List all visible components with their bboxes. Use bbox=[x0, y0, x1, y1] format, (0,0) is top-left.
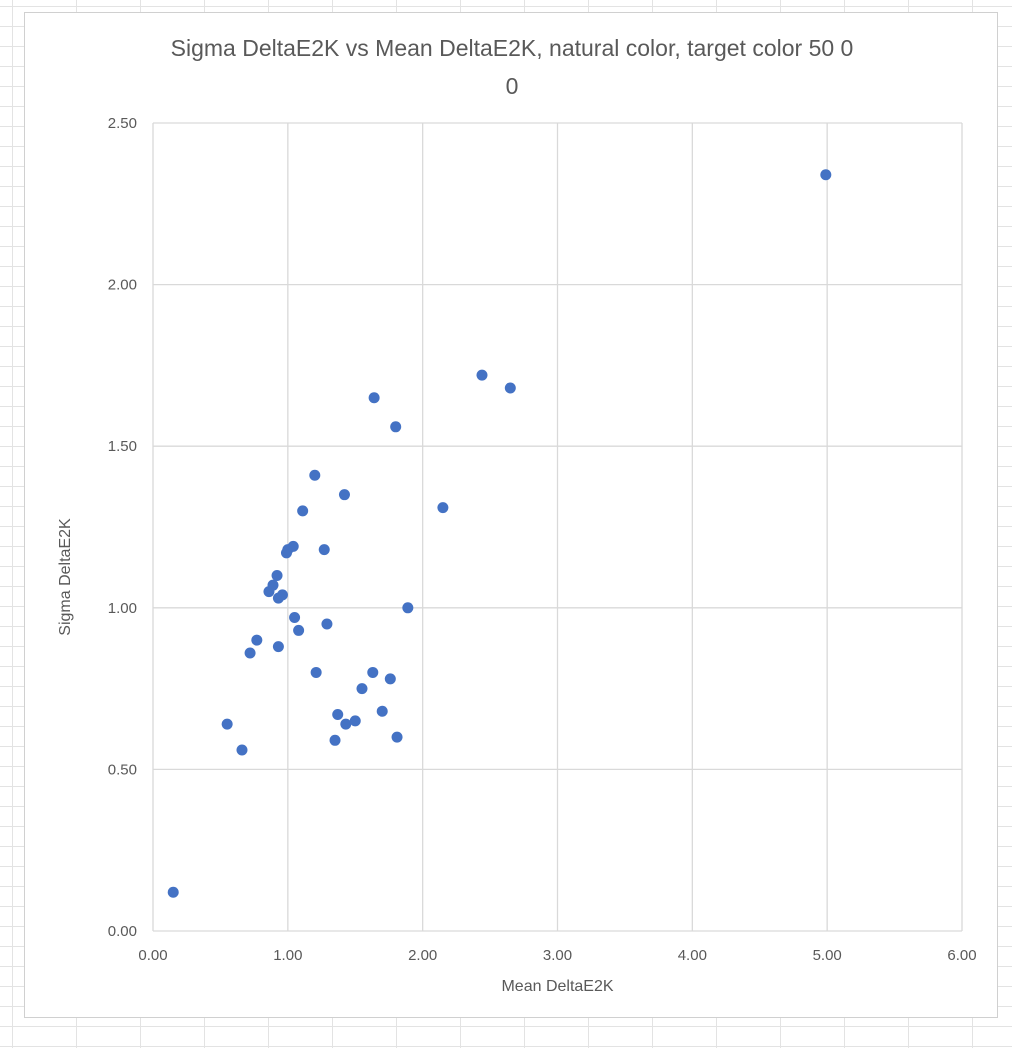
data-point[interactable] bbox=[368, 392, 380, 404]
data-point[interactable] bbox=[332, 708, 344, 720]
chart-title-line-1: Sigma DeltaE2K vs Mean DeltaE2K, natural… bbox=[170, 35, 854, 61]
gridlines bbox=[152, 122, 963, 932]
x-tick-label: 0.00 bbox=[138, 947, 167, 964]
data-point[interactable] bbox=[287, 540, 299, 552]
data-point[interactable] bbox=[236, 744, 248, 756]
chart-area[interactable]: Sigma DeltaE2K vs Mean DeltaE2K, natural… bbox=[24, 12, 998, 1018]
y-tick-label: 1.00 bbox=[108, 600, 137, 617]
data-point[interactable] bbox=[272, 641, 284, 653]
data-point[interactable] bbox=[251, 634, 263, 646]
data-point[interactable] bbox=[310, 666, 322, 678]
x-tick-label: 6.00 bbox=[947, 947, 976, 964]
data-point[interactable] bbox=[476, 369, 488, 381]
data-point[interactable] bbox=[390, 421, 402, 433]
x-axis-tick-labels: 0.00 1.00 2.00 3.00 4.00 5.00 6.00 bbox=[138, 947, 976, 964]
data-point[interactable] bbox=[297, 505, 309, 517]
data-point[interactable] bbox=[329, 734, 341, 746]
data-point[interactable] bbox=[504, 382, 516, 394]
data-series[interactable] bbox=[167, 169, 832, 898]
x-tick-label: 2.00 bbox=[408, 947, 437, 964]
data-point[interactable] bbox=[340, 718, 352, 730]
data-point[interactable] bbox=[276, 589, 288, 601]
x-tick-label: 5.00 bbox=[813, 947, 842, 964]
data-point[interactable] bbox=[293, 624, 305, 636]
data-point[interactable] bbox=[349, 715, 361, 727]
data-point[interactable] bbox=[402, 602, 414, 614]
data-point[interactable] bbox=[267, 579, 279, 591]
data-point[interactable] bbox=[437, 502, 449, 514]
data-point[interactable] bbox=[318, 544, 330, 556]
scatter-plot[interactable]: 0.00 0.50 1.00 1.50 2.00 2.50 0.00 1.00 2.00 3.0… bbox=[25, 13, 999, 1019]
chart-title-line-2: 0 bbox=[505, 73, 519, 99]
x-axis-title: Mean DeltaE2K bbox=[501, 978, 613, 995]
data-point[interactable] bbox=[338, 489, 350, 501]
y-tick-label: 1.50 bbox=[108, 438, 137, 455]
data-point[interactable] bbox=[309, 469, 321, 481]
data-point[interactable] bbox=[221, 718, 233, 730]
data-point[interactable] bbox=[391, 731, 403, 743]
data-point[interactable] bbox=[271, 569, 283, 581]
y-tick-label: 2.00 bbox=[108, 277, 137, 294]
data-point[interactable] bbox=[321, 618, 333, 630]
y-axis-tick-labels: 0.00 0.50 1.00 1.50 2.00 2.50 bbox=[108, 115, 137, 940]
data-point[interactable] bbox=[244, 647, 256, 659]
x-tick-label: 3.00 bbox=[543, 947, 572, 964]
data-point[interactable] bbox=[167, 886, 179, 898]
y-tick-label: 0.50 bbox=[108, 761, 137, 778]
x-tick-label: 4.00 bbox=[678, 947, 707, 964]
data-point[interactable] bbox=[820, 169, 832, 181]
y-axis-title: Sigma DeltaE2K bbox=[57, 518, 74, 636]
data-point[interactable] bbox=[367, 666, 379, 678]
y-tick-label: 0.00 bbox=[108, 923, 137, 940]
x-tick-label: 1.00 bbox=[273, 947, 302, 964]
data-point[interactable] bbox=[289, 611, 301, 623]
data-point[interactable] bbox=[356, 683, 368, 695]
y-tick-label: 2.50 bbox=[108, 115, 137, 132]
chart-title[interactable]: Sigma DeltaE2K vs Mean DeltaE2K, natural… bbox=[25, 29, 999, 105]
data-point[interactable] bbox=[384, 673, 396, 685]
data-point[interactable] bbox=[376, 705, 388, 717]
